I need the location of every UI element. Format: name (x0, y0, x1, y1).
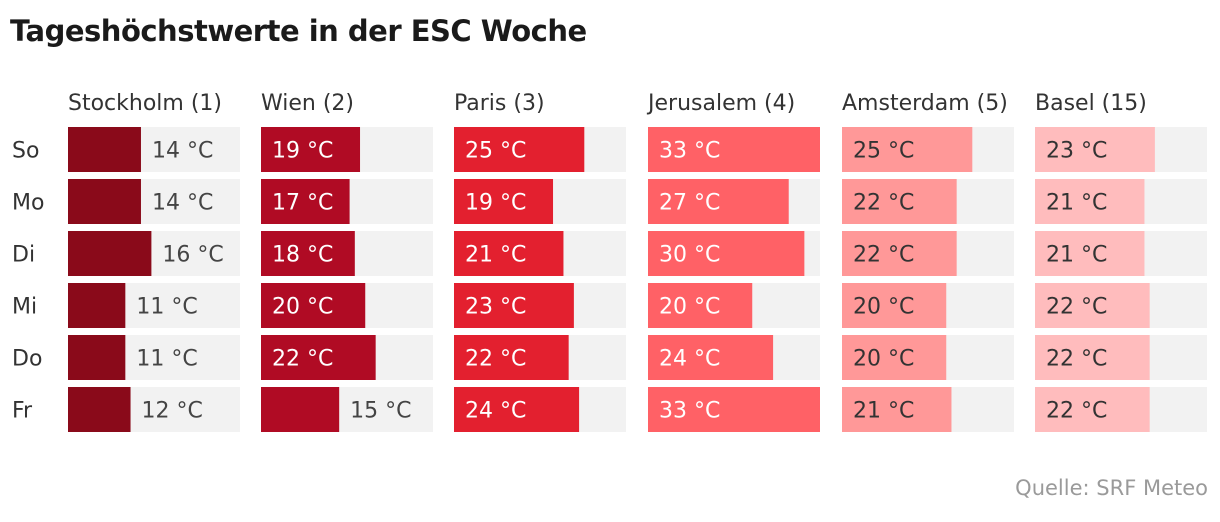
value-label: 19 °C (465, 191, 526, 216)
value-label: 30 °C (659, 243, 720, 268)
value-label: 27 °C (659, 191, 720, 216)
value-label: 22 °C (272, 347, 333, 372)
column-header: Jerusalem (4) (646, 91, 795, 116)
value-label: 22 °C (1046, 295, 1107, 320)
value-label: 22 °C (1046, 347, 1107, 372)
value-label: 14 °C (152, 139, 213, 164)
value-label: 23 °C (1046, 139, 1107, 164)
column-header: Amsterdam (5) (842, 91, 1008, 116)
value-label: 16 °C (162, 243, 223, 268)
value-label: 21 °C (1046, 243, 1107, 268)
bar (261, 283, 366, 328)
bar (648, 179, 789, 224)
value-label: 11 °C (136, 347, 197, 372)
bar (454, 335, 569, 380)
bar (454, 231, 564, 276)
value-label: 21 °C (1046, 191, 1107, 216)
bar (68, 387, 131, 432)
bar (1035, 179, 1145, 224)
bar (68, 283, 126, 328)
value-label: 20 °C (659, 295, 720, 320)
value-label: 19 °C (272, 139, 333, 164)
source-note: Quelle: SRF Meteo (1015, 476, 1208, 500)
value-label: 20 °C (853, 347, 914, 372)
value-label: 20 °C (853, 295, 914, 320)
column-header: Basel (15) (1035, 91, 1147, 116)
bar (1035, 283, 1150, 328)
value-label: 21 °C (853, 399, 914, 424)
bar (842, 387, 952, 432)
value-label: 21 °C (465, 243, 526, 268)
bar (261, 179, 350, 224)
bar (261, 335, 376, 380)
bar (454, 179, 554, 224)
bar (842, 335, 947, 380)
bar (68, 179, 141, 224)
bar (842, 127, 973, 172)
bar (1035, 335, 1150, 380)
bar (648, 335, 774, 380)
day-label: Mo (12, 191, 44, 216)
column-header: Paris (3) (454, 91, 545, 116)
column-header: Wien (2) (261, 91, 354, 116)
day-label: Do (12, 347, 42, 372)
day-label: Di (12, 243, 35, 268)
column-header: Stockholm (1) (68, 91, 222, 116)
value-label: 22 °C (853, 243, 914, 268)
bar (842, 283, 947, 328)
bar (68, 231, 152, 276)
bar (648, 231, 805, 276)
value-label: 33 °C (659, 139, 720, 164)
value-label: 20 °C (272, 295, 333, 320)
bar (842, 179, 957, 224)
value-label: 12 °C (142, 399, 203, 424)
value-label: 22 °C (1046, 399, 1107, 424)
value-label: 22 °C (853, 191, 914, 216)
value-label: 24 °C (659, 347, 720, 372)
bar (1035, 231, 1145, 276)
chart-title: Tageshöchstwerte in der ESC Woche (10, 14, 587, 48)
bar (261, 387, 340, 432)
value-label: 25 °C (853, 139, 914, 164)
value-label: 14 °C (152, 191, 213, 216)
day-label: So (12, 139, 39, 164)
bar (454, 387, 580, 432)
bar (648, 283, 753, 328)
bar (454, 127, 585, 172)
day-label: Fr (12, 399, 33, 424)
bar (261, 127, 361, 172)
bar (648, 387, 820, 432)
bar (261, 231, 355, 276)
value-label: 23 °C (465, 295, 526, 320)
bar (648, 127, 820, 172)
value-label: 22 °C (465, 347, 526, 372)
bar (842, 231, 957, 276)
value-label: 15 °C (350, 399, 411, 424)
bar (1035, 127, 1155, 172)
value-label: 33 °C (659, 399, 720, 424)
value-label: 25 °C (465, 139, 526, 164)
value-label: 11 °C (136, 295, 197, 320)
bar (1035, 387, 1150, 432)
day-label: Mi (12, 295, 37, 320)
bar (454, 283, 574, 328)
value-label: 24 °C (465, 399, 526, 424)
bar (68, 127, 141, 172)
value-label: 18 °C (272, 243, 333, 268)
value-label: 17 °C (272, 191, 333, 216)
bar (68, 335, 126, 380)
